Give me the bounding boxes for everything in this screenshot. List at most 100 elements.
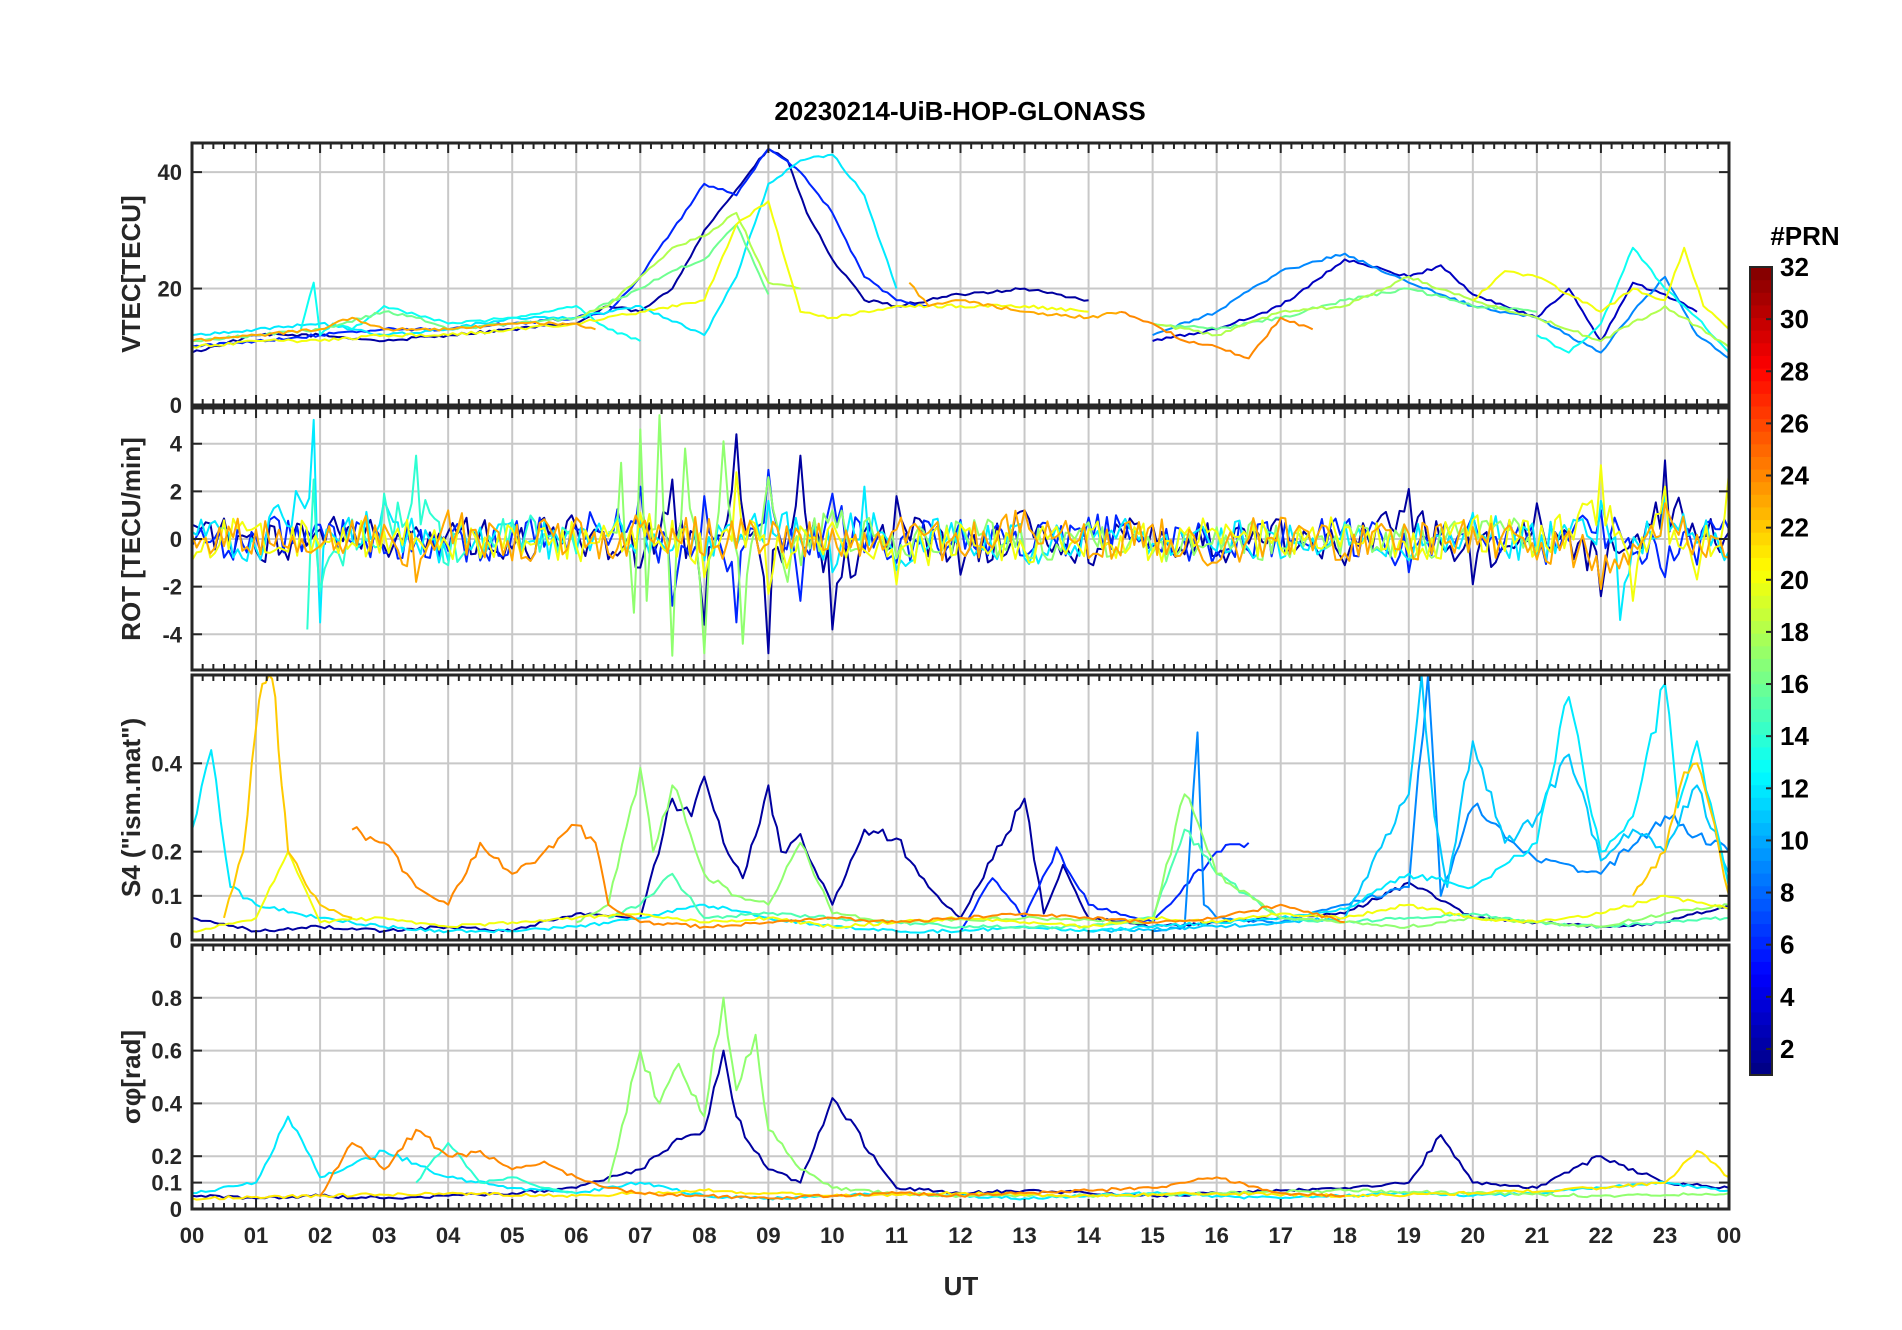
x-tick-label: 23 <box>1653 1223 1677 1248</box>
colorbar-band <box>1750 974 1772 988</box>
colorbar-tick-label: 16 <box>1780 669 1809 699</box>
colorbar-band <box>1750 418 1772 432</box>
x-tick-label: 14 <box>1076 1223 1101 1248</box>
colorbar-band <box>1750 368 1772 382</box>
y-tick-label: 0 <box>170 928 182 953</box>
series-line-prn-6 <box>959 842 1250 932</box>
colorbar-band <box>1750 860 1772 874</box>
series-line-prn-20 <box>192 464 1729 602</box>
colorbar-band <box>1750 797 1772 811</box>
panel-vtec: 0 20 40 VTEC[TECU] <box>116 141 1731 418</box>
series-group <box>192 147 1729 360</box>
panel-frame <box>190 673 1731 942</box>
colorbar-tick-label: 20 <box>1780 565 1809 595</box>
y-tick-label: 0.4 <box>151 751 182 776</box>
colorbar-band <box>1750 961 1772 975</box>
colorbar-band <box>1750 999 1772 1013</box>
series-line-prn-24 <box>351 823 1345 929</box>
colorbar-band <box>1750 570 1772 584</box>
colorbar-band <box>1750 317 1772 331</box>
series-line-prn-17 <box>607 996 1729 1199</box>
colorbar-band <box>1750 873 1772 887</box>
x-tick-label: 04 <box>436 1223 461 1248</box>
series-line-prn-13 <box>1536 246 1729 354</box>
colorbar-band <box>1750 405 1772 420</box>
colorbar-title: #PRN <box>1770 221 1839 251</box>
colorbar-band <box>1750 557 1772 571</box>
y-tick-label: 0 <box>170 1197 182 1222</box>
colorbar-band <box>1750 1037 1772 1051</box>
y-tick-label: 2 <box>170 479 182 504</box>
colorbar-band <box>1750 658 1772 672</box>
x-axis-label: UT <box>944 1271 979 1301</box>
series-line-prn-23 <box>192 316 596 342</box>
colorbar-band <box>1750 469 1772 483</box>
panel-sigma_phi: 00.10.2 0.4 0.6 0.8σφ[rad] <box>116 943 1731 1222</box>
colorbar-band <box>1750 936 1772 950</box>
colorbar-band <box>1750 633 1772 647</box>
colorbar-band <box>1750 620 1772 634</box>
colorbar-band <box>1750 910 1772 925</box>
series-group <box>192 996 1729 1201</box>
series-line-prn-3 <box>1152 258 1698 342</box>
colorbar-band <box>1750 683 1772 697</box>
x-tick-label: 03 <box>372 1223 396 1248</box>
x-tick-label: 00 <box>180 1223 204 1248</box>
colorbar-band <box>1750 809 1772 824</box>
colorbar-band <box>1750 607 1772 622</box>
colorbar-tick-label: 12 <box>1780 773 1809 803</box>
colorbar-tick-label: 18 <box>1780 617 1809 647</box>
colorbar-tick-label: 28 <box>1780 356 1809 386</box>
x-tick-label: 01 <box>244 1223 268 1248</box>
series-line-prn-24 <box>1120 310 1314 360</box>
colorbar-tick-label: 22 <box>1780 513 1809 543</box>
series-line-prn-20 <box>1472 246 1729 331</box>
y-axis-label-s4: S4 ("ism.mat") <box>116 718 146 897</box>
colorbar-band <box>1750 506 1772 521</box>
series-line-prn-24 <box>319 1128 1345 1200</box>
y-tick-label: -2 <box>162 575 182 600</box>
x-tick-label: 08 <box>692 1223 716 1248</box>
series-line-prn-20 <box>192 200 1089 349</box>
colorbar-band <box>1750 1011 1772 1026</box>
y-tick-label: 0.8 <box>151 986 182 1011</box>
y-axis-label-sigma_phi: σφ[rad] <box>116 1030 146 1124</box>
colorbar-band <box>1750 835 1772 849</box>
y-tick-label: 0 <box>170 393 182 418</box>
colorbar-band <box>1750 1024 1772 1038</box>
colorbar-band <box>1750 595 1772 609</box>
x-tick-label: 18 <box>1333 1223 1357 1248</box>
y-tick-label: 0.1 <box>151 884 182 909</box>
colorbar-band <box>1750 393 1772 407</box>
series-line-prn-14 <box>306 454 578 630</box>
series-line-prn-11 <box>1088 675 1729 933</box>
x-tick-label: 11 <box>885 1223 908 1248</box>
series-line-prn-14 <box>415 1142 577 1195</box>
y-tick-label: 0.6 <box>151 1039 182 1064</box>
y-tick-label: 20 <box>158 277 182 302</box>
series-line-prn-18 <box>576 211 801 319</box>
colorbar-band <box>1750 292 1772 306</box>
y-tick-label: 0.2 <box>151 1144 182 1169</box>
panel-frame <box>190 943 1731 1211</box>
y-axis-label-rot: ROT [TECU/min] <box>116 437 146 641</box>
colorbar-band <box>1750 645 1772 659</box>
x-tick-label: 02 <box>308 1223 332 1248</box>
x-tick-label: 19 <box>1397 1223 1421 1248</box>
colorbar-band <box>1750 734 1772 748</box>
x-tick-label: 12 <box>948 1223 972 1248</box>
colorbar-band <box>1750 948 1772 962</box>
colorbar-band <box>1750 304 1772 319</box>
y-tick-label: 0.2 <box>151 840 182 865</box>
x-tick-label: 16 <box>1204 1223 1228 1248</box>
colorbar-band <box>1750 330 1772 344</box>
series-line-prn-18 <box>1152 275 1729 348</box>
colorbar-band <box>1750 898 1772 912</box>
colorbar-tick-label: 14 <box>1780 721 1809 751</box>
colorbar-band <box>1750 481 1772 495</box>
y-tick-label: 40 <box>158 160 182 185</box>
colorbar-tick-label: 6 <box>1780 930 1794 960</box>
x-tick-label: 21 <box>1525 1223 1549 1248</box>
